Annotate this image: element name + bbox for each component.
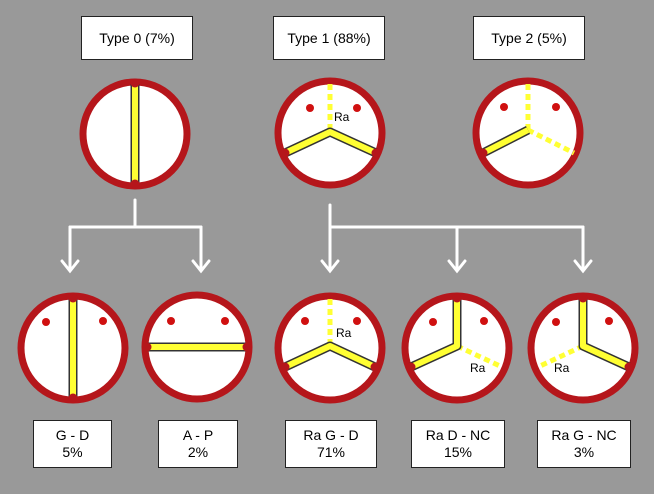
valve-type-2: Ra Ra — [472, 77, 584, 189]
coronary-ostium-left — [167, 317, 175, 325]
raphe-line — [536, 343, 585, 370]
coronary-ostium-left — [306, 104, 314, 112]
coronary-ostium-right — [552, 103, 560, 111]
commissure-dot — [242, 342, 252, 352]
arrows-type-0 — [60, 198, 211, 274]
subtype-name: Ra D - NC — [425, 427, 491, 443]
type-2-label: Type 2 (5%) — [491, 29, 567, 46]
coronary-ostium-right — [605, 317, 613, 325]
commissure-dot — [624, 362, 634, 372]
coronary-ostium-left — [301, 317, 309, 325]
raphe-label: Ra — [535, 112, 551, 126]
subtype-percent: 3% — [573, 444, 595, 460]
raphe-label: Ra — [554, 361, 570, 375]
commissure-dot — [142, 342, 152, 352]
valve-type-1: Ra — [274, 77, 386, 189]
commissure-dot — [370, 362, 380, 372]
subtype-percent: 71% — [316, 444, 346, 460]
raphe-label: Ra — [334, 110, 350, 124]
valve-subtype-ra-g-nc: Ra — [527, 292, 639, 404]
coronary-ostium-left — [500, 103, 508, 111]
valve-subtype-ra-d-nc: Ra — [401, 292, 513, 404]
subtype-a-p-box: A - P 2% — [158, 420, 238, 468]
type-1-label-box: Type 1 (88%) — [273, 16, 385, 60]
commissure-dot — [68, 293, 78, 303]
subtype-ra-g-nc-box: Ra G - NC 3% — [537, 420, 631, 468]
subtype-percent: 15% — [443, 444, 473, 460]
subtype-name: Ra G - NC — [551, 427, 617, 443]
type-0-label: Type 0 (7%) — [99, 29, 175, 46]
raphe-label: Ra — [541, 147, 557, 161]
type-0-label-box: Type 0 (7%) — [81, 16, 193, 60]
subtype-name: Ra G - D — [303, 427, 359, 443]
subtype-percent: 5% — [62, 444, 83, 460]
raphe-line — [526, 127, 576, 156]
coronary-ostium-right — [221, 317, 229, 325]
commissure-dot — [406, 362, 416, 372]
raphe-label: Ra — [336, 326, 352, 340]
subtype-ra-g-d-box: Ra G - D 71% — [285, 420, 377, 468]
valve-type-0 — [79, 78, 191, 190]
commissure-line — [481, 127, 530, 156]
coronary-ostium-left — [42, 318, 50, 326]
coronary-ostium-left — [429, 318, 437, 326]
subtype-g-d-box: G - D 5% — [33, 420, 112, 468]
right-coronary-label: CD — [93, 327, 109, 339]
valve-subtype-ra-g-d: Ra — [274, 292, 386, 404]
commissure-line — [580, 299, 631, 370]
commissure-dot — [280, 362, 290, 372]
type-1-label: Type 1 (88%) — [287, 29, 371, 46]
commissure-dot — [130, 179, 140, 189]
subtype-name: A - P — [182, 427, 214, 443]
valve-subtype-a-p — [141, 291, 253, 403]
commissure-dot — [478, 148, 488, 158]
commissure-dot — [130, 78, 140, 88]
subtype-ra-d-nc-box: Ra D - NC 15% — [411, 420, 505, 468]
left-coronary-label: CG — [38, 329, 55, 341]
coronary-ostium-left — [552, 318, 560, 326]
coronary-ostium-right — [99, 317, 107, 325]
commissure-dot — [68, 393, 78, 403]
subtype-name: G - D — [55, 427, 90, 443]
coronary-ostium-right — [353, 317, 361, 325]
valve-subtype-g-d: CG CD — [17, 292, 129, 404]
commissure-dot — [280, 148, 290, 158]
arrows-type-1 — [320, 203, 593, 274]
commissure-line — [283, 343, 377, 370]
coronary-ostium-right — [353, 104, 361, 112]
commissure-dot — [578, 293, 588, 303]
raphe-label: Ra — [470, 361, 486, 375]
commissure-dot — [371, 148, 381, 158]
coronary-ostium-right — [480, 317, 488, 325]
raphe-line — [455, 343, 504, 370]
type-2-label-box: Type 2 (5%) — [473, 16, 585, 60]
subtype-percent: 2% — [187, 444, 209, 460]
commissure-line — [409, 299, 460, 370]
commissure-line — [283, 129, 378, 156]
commissure-dot — [452, 293, 462, 303]
